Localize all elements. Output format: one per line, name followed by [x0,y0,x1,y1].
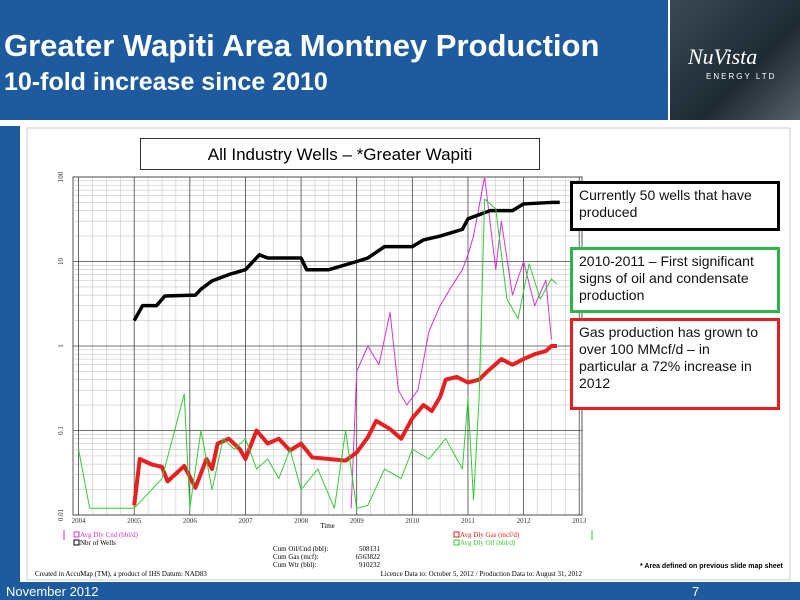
y-tick-label: 100 [57,171,65,182]
y-tick-label: 1 [57,344,65,348]
cum-value: 508131 [359,545,381,553]
series-line [132,344,557,506]
x-tick-label: 2008 [294,517,309,525]
x-tick-label: 2011 [461,517,475,525]
chart-title: All Industry Wells – *Greater Wapiti [140,138,540,170]
logo-panel [670,0,800,120]
y-tick-label: 10 [57,258,65,266]
footnote: * Area defined on previous slide map she… [640,563,783,570]
x-tick-label: 2009 [350,517,365,525]
footer-bar [0,582,800,600]
x-tick-label: 2013 [572,517,587,525]
cum-value: 6563822 [356,553,381,561]
slide-title: Greater Wapiti Area Montney Production [4,28,600,63]
legend-swatch [73,531,80,538]
cum-label: Cum Oil/Cnd (bbl): [273,545,328,553]
legend-swatch [453,531,460,538]
cum-label: Cum Gas (mcf): [273,553,319,561]
series-line [132,200,560,322]
x-tick-label: 2005 [127,517,142,525]
callout: 2010-2011 – First significant signs of o… [570,247,780,313]
x-tick-label: 2007 [238,517,253,525]
legend-swatch [73,539,80,546]
series-line [78,198,558,509]
callout: Currently 50 wells that have produced [570,181,780,231]
header-bar [0,0,668,120]
x-tick-label: 2006 [183,517,198,525]
logo: NuVista [688,44,758,69]
legend-label: Nbr of Wells [80,539,116,547]
series-line [350,176,552,509]
cum-value: 910232 [359,561,381,569]
legend-swatch [453,539,460,546]
x-tick-label: 2012 [517,517,532,525]
x-tick-label: 2004 [72,517,87,525]
slide-subtitle: 10-fold increase since 2010 [4,68,328,96]
callout: Gas production has grown to over 100 MMc… [570,318,780,410]
y-tick-label: 0.1 [57,426,65,435]
legend-label: Avg Dly Gas (mcf/d) [460,531,520,539]
legend-label: Avg Dly Cnd (bbl/d) [80,531,139,539]
cum-label: Cum Wtr (bbl): [273,561,316,569]
credit: Licence Data to: October 5, 2012 / Produ… [381,570,583,578]
x-tick-label: 2010 [405,517,420,525]
page-number: 7 [692,584,700,599]
footer-date: November 2012 [6,584,99,599]
y-tick-label: 0.01 [57,508,65,521]
logo-sub: ENERGY LTD [706,72,777,81]
x-axis-label: Time [320,522,335,530]
credit: Created in AccuMap (TM), a product of IH… [35,570,207,578]
side-strip [0,126,20,582]
legend-label: Avg Dly Oil (bbl/d) [460,539,516,547]
